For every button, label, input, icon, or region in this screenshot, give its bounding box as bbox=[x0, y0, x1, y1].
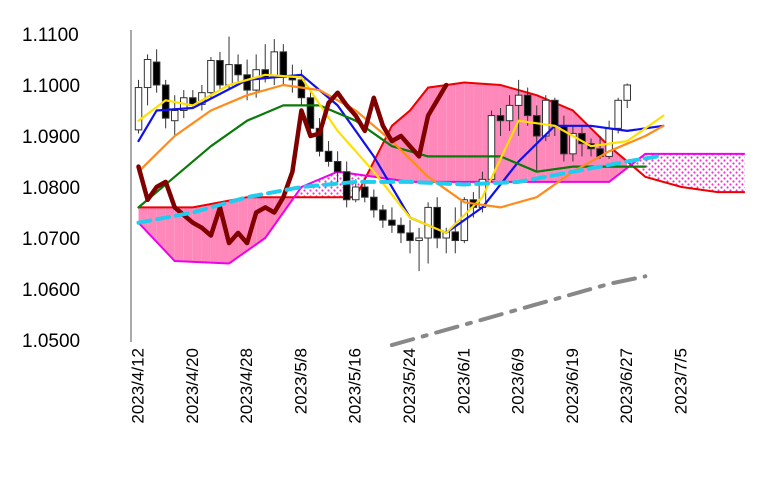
y-tick-label: 1.0500 bbox=[22, 331, 80, 352]
y-tick-label: 1.0700 bbox=[22, 229, 80, 250]
cloud-segment bbox=[572, 110, 582, 182]
candle-body bbox=[496, 115, 505, 122]
y-tick-label: 1.0900 bbox=[22, 127, 80, 148]
candle-body bbox=[487, 115, 496, 180]
cloud-segment bbox=[464, 82, 474, 182]
cloud-segment bbox=[473, 83, 483, 182]
cloud-segment bbox=[156, 207, 166, 252]
candle-body bbox=[216, 60, 224, 86]
candle-body bbox=[279, 51, 288, 78]
series-line-7 bbox=[389, 274, 648, 348]
cloud-segment bbox=[229, 198, 239, 264]
candle-body bbox=[424, 206, 432, 239]
candle-body bbox=[243, 74, 251, 91]
cloud-segment bbox=[735, 153, 745, 193]
candle-body bbox=[523, 94, 532, 117]
candle-body bbox=[306, 97, 315, 129]
candle-body bbox=[324, 150, 333, 163]
series-line-3 bbox=[137, 73, 665, 234]
candle-body bbox=[451, 231, 460, 242]
x-tick-label: 2023/6/19 bbox=[563, 348, 582, 424]
x-tick-label: 2023/5/24 bbox=[400, 348, 419, 424]
x-tick-label: 2023/7/5 bbox=[672, 348, 691, 414]
x-tick-label: 2023/6/27 bbox=[617, 348, 636, 424]
x-tick-label: 2023/4/28 bbox=[237, 348, 256, 424]
x-tick-label: 2023/5/8 bbox=[291, 348, 310, 414]
cloud-segment bbox=[708, 153, 718, 193]
cloud-segment bbox=[446, 83, 456, 182]
y-tick-label: 1.1100 bbox=[22, 25, 79, 46]
cloud-segment bbox=[455, 82, 465, 182]
cloud-segment bbox=[654, 153, 664, 182]
candle-body bbox=[370, 196, 378, 211]
y-tick-label: 1.0600 bbox=[22, 280, 80, 301]
candle-body bbox=[433, 206, 441, 239]
candle-body bbox=[415, 237, 423, 242]
candle-body bbox=[542, 99, 550, 137]
cloud-segment bbox=[147, 207, 157, 242]
cloud-segment bbox=[699, 153, 709, 191]
candle-body bbox=[134, 87, 143, 131]
series-line-6 bbox=[136, 153, 666, 225]
candle-body bbox=[388, 219, 396, 226]
candle-body bbox=[397, 224, 405, 234]
candle-body bbox=[532, 115, 541, 137]
candle-body bbox=[351, 186, 360, 201]
candle-body bbox=[234, 64, 242, 76]
candle-body bbox=[623, 84, 631, 101]
cloud-segment bbox=[165, 207, 175, 261]
series-line-2 bbox=[137, 104, 647, 209]
candle-body bbox=[170, 110, 179, 122]
cloud-segment bbox=[238, 197, 248, 258]
candle-body bbox=[569, 132, 577, 155]
cloud-segment bbox=[400, 110, 411, 182]
candle-body bbox=[614, 99, 622, 129]
series-line-5 bbox=[136, 82, 449, 246]
cloud-segment bbox=[717, 153, 727, 193]
cloud-segment bbox=[581, 119, 592, 182]
candle-body bbox=[333, 161, 342, 173]
cloud-segment bbox=[256, 197, 266, 245]
cloud-segment bbox=[437, 85, 447, 182]
cloud-segment bbox=[726, 153, 736, 193]
cloud-segment bbox=[681, 153, 691, 189]
x-tick-label: 2023/6/9 bbox=[509, 348, 528, 414]
x-tick-label: 2023/4/20 bbox=[183, 348, 202, 424]
cloud-segment bbox=[410, 99, 420, 182]
cloud-segment bbox=[391, 118, 401, 181]
cloud-segment bbox=[500, 85, 510, 182]
cloud-segment bbox=[663, 153, 673, 185]
candle-body bbox=[551, 99, 559, 127]
candle-body bbox=[379, 209, 387, 221]
candle-body bbox=[514, 94, 523, 106]
x-tick-label: 2023/6/1 bbox=[454, 348, 473, 414]
candle-body bbox=[361, 186, 369, 198]
candle-body bbox=[342, 171, 351, 201]
candle-body bbox=[207, 60, 215, 94]
cloud-segment bbox=[672, 153, 682, 187]
candle-body bbox=[406, 232, 414, 242]
candle-body bbox=[143, 59, 152, 89]
candle-body bbox=[225, 64, 233, 86]
x-tick-label: 2023/5/16 bbox=[346, 348, 365, 424]
candle-body bbox=[152, 61, 161, 86]
cloud-segment bbox=[174, 207, 184, 262]
candle-body bbox=[270, 51, 279, 78]
x-tick-label: 2023/4/12 bbox=[129, 348, 148, 424]
series-line-4 bbox=[137, 83, 665, 209]
cloud-segment bbox=[192, 205, 202, 263]
candle-body bbox=[505, 104, 514, 122]
cloud-segment bbox=[645, 153, 655, 180]
cloud-segment bbox=[690, 153, 700, 190]
y-tick-label: 1.1000 bbox=[22, 76, 80, 97]
y-tick-label: 1.0800 bbox=[22, 178, 80, 199]
